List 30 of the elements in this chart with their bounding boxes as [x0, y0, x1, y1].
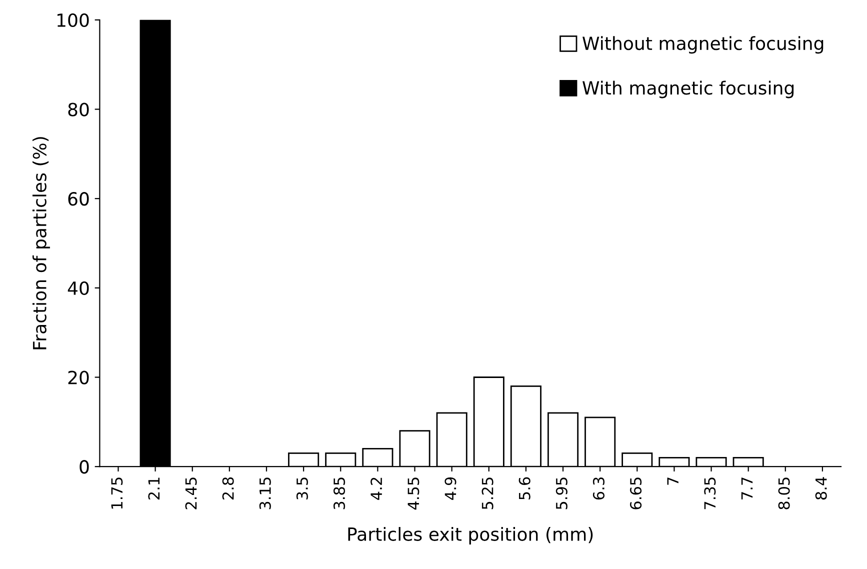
x-tick-label: 4.55 [408, 478, 420, 510]
x-tick-label: 3.85 [334, 478, 346, 510]
x-tick-label: 4.2 [370, 478, 382, 500]
x-tick-label: 5.6 [518, 477, 530, 500]
x-tick-label: 8.4 [815, 477, 827, 500]
x-tick-label: 2.45 [185, 478, 197, 510]
x-axis-title: Particles exit position (mm) [348, 526, 593, 544]
legend-label: Without magnetic focusing [582, 36, 824, 54]
legend-label: With magnetic focusing [582, 80, 794, 98]
x-tick-label: 5.95 [556, 478, 568, 510]
y-tick-label: 60 [68, 192, 89, 206]
x-tick-label: 7.7 [741, 478, 753, 500]
x-tick-label: 5.25 [482, 478, 494, 510]
x-tick-label: 7 [667, 478, 678, 485]
x-tick-label: 1.75 [111, 478, 123, 509]
x-tick-label: 3.5 [296, 478, 308, 500]
x-tick-label: 8.05 [778, 478, 790, 510]
y-tick-label: 20 [68, 370, 89, 384]
x-tick-label: 2.1 [148, 478, 160, 500]
x-tick-label: 7.35 [704, 478, 716, 510]
x-tick-label: 6.65 [630, 478, 642, 510]
y-tick-label: 0 [80, 460, 89, 474]
y-tick-label: 100 [58, 13, 89, 28]
x-tick-label: 3.15 [259, 478, 271, 510]
y-tick-label: 80 [68, 102, 89, 116]
y-tick-label: 40 [68, 281, 89, 296]
x-tick-label: 4.9 [444, 477, 456, 500]
x-tick-label: 2.8 [222, 477, 234, 500]
x-tick-label: 6.3 [592, 478, 605, 500]
y-axis-title: Fraction of particles (%) [32, 137, 50, 350]
